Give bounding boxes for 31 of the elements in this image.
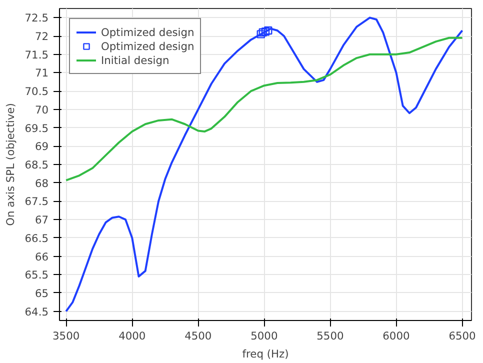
x-tick-label: 6500 <box>448 330 476 342</box>
y-tick-label: 66 <box>34 250 49 264</box>
line-series <box>65 16 464 312</box>
y-tick-label: 72 <box>34 30 49 44</box>
y-tick-label: 64.5 <box>24 305 49 318</box>
x-tick-label: 5500 <box>316 330 344 342</box>
y-tick-label: 68.5 <box>24 158 49 172</box>
x-tick-label: 4500 <box>184 330 212 342</box>
line-series <box>65 36 464 182</box>
y-tick-label: 68 <box>34 176 49 190</box>
x-tick-label: 5000 <box>250 330 278 342</box>
y-tick-label: 66.5 <box>24 232 49 245</box>
x-tick-label: 3500 <box>52 330 80 342</box>
y-tick-label: 72.5 <box>24 12 49 25</box>
legend-label: Optimized design <box>101 39 194 53</box>
x-tick-label: 6000 <box>382 330 410 342</box>
y-tick-label: 70.5 <box>24 85 49 98</box>
legend-label: Optimized design <box>101 25 194 39</box>
y-tick-label: 65 <box>34 286 49 300</box>
x-tick-label: 4000 <box>118 330 146 342</box>
y-tick-label: 67.5 <box>24 195 49 208</box>
y-tick-label: 69.5 <box>24 122 49 135</box>
y-tick-label: 67 <box>34 214 49 227</box>
legend-label: Initial design <box>101 53 170 67</box>
y-tick-label: 69 <box>34 140 49 154</box>
y-tick-label: 65.5 <box>24 268 49 282</box>
y-tick-label: 71 <box>34 66 49 80</box>
y-axis-title: On axis SPL (objective) <box>4 103 17 226</box>
x-axis-title: freq (Hz) <box>242 348 289 360</box>
y-tick-label: 70 <box>34 103 49 116</box>
y-tick-label: 71.5 <box>24 48 49 62</box>
